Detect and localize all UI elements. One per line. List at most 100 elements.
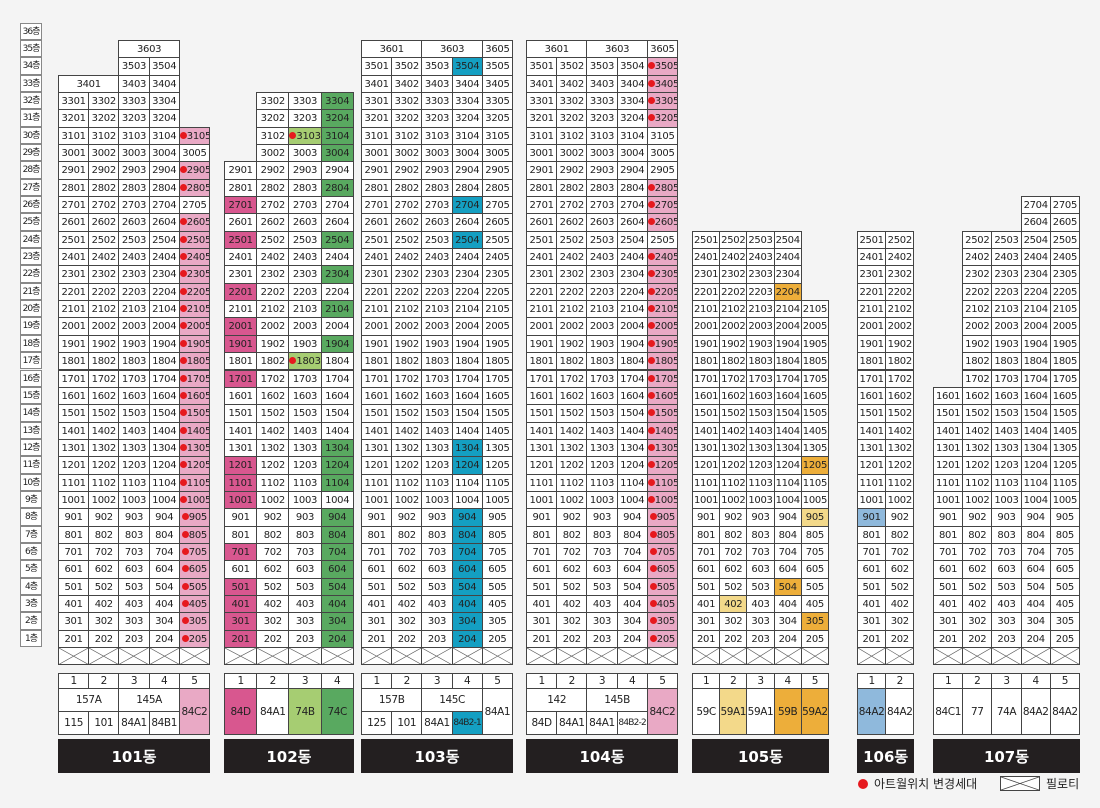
unit-cell: 1403 [746,421,775,440]
unit-cell: 1003 [288,490,322,510]
unit-number: 2101 [228,304,253,316]
unit-number: 2105 [1052,304,1078,316]
unit-cell: 902 [556,508,588,527]
unit-cell: 3404 [148,74,180,93]
unit-cell: 602 [256,560,290,579]
unit-cell: 1905 [646,334,678,354]
unit-number: 3502 [394,61,420,73]
unit-number: 902 [263,512,282,524]
unit-number: 1205 [1052,460,1078,472]
unit-number: 303 [592,616,612,628]
unit-cell: 1602 [556,386,588,406]
unit-number: 1901 [529,338,554,350]
unit-number: 1404 [455,425,480,437]
unit-cell: 2403 [746,248,775,267]
unit-number: 905 [1055,512,1074,524]
unit-number: 602 [968,564,987,576]
unit-number: 203 [295,633,315,645]
unit-cell: 405 [646,595,678,614]
floor-label: 27층 [20,178,42,196]
unit-number: 1004 [775,494,801,506]
unit-cell: 2802 [256,178,290,197]
unit-number: 3401 [364,78,389,90]
unit-cell: 1005 [481,490,513,510]
unit-number: 1005 [654,494,678,506]
unit-cell: 2302 [885,265,915,284]
unit-cell: 2003 [991,317,1022,336]
unit-cell: 403 [991,595,1022,614]
unit-number: 403 [751,599,770,611]
red-dot-icon [179,218,187,226]
unit-cell: 3203 [586,109,618,128]
unit-cell: 803 [118,525,150,544]
unit-cell: 901 [58,508,90,527]
unit-cell: 2805 [481,178,513,197]
line-number: 1 [58,673,90,689]
unit-number: 2602 [559,217,585,229]
unit-number: 2003 [589,321,615,333]
unit-cell: 1905 [178,334,210,354]
unit-cell: 1004 [773,490,802,510]
unit-number: 802 [968,529,987,541]
unit-cell: 303 [421,612,453,631]
unit-number: 201 [64,633,83,645]
unit-type-cell: 142 [526,688,588,712]
unit-cell: 1605 [1049,386,1080,406]
red-dot-icon [179,426,187,434]
piloti-cell [962,646,993,665]
red-dot-icon [181,565,189,573]
piloti-cell [178,646,210,665]
unit-cell: 2803 [288,178,322,197]
line-number: 2 [556,673,588,689]
unit-number: 2902 [260,165,286,177]
unit-number: 3002 [91,147,117,159]
unit-number: 401 [697,599,716,611]
unit-cell: 404 [148,595,180,614]
unit-number: 2702 [91,200,117,211]
unit-cell: 1401 [857,421,887,440]
unit-number: 1503 [748,408,773,420]
unit-cell: 705 [800,543,829,562]
unit-cell: 1401 [933,421,964,440]
unit-number: 2904 [325,165,350,177]
unit-number: 1201 [364,460,389,472]
unit-number: 602 [94,564,113,576]
unit-cell: 305 [1049,612,1080,631]
unit-cell: 604 [616,560,648,579]
unit-cell: 1301 [58,438,90,458]
line-number: 5 [1049,673,1080,689]
unit-cell: 2305 [481,265,513,284]
unit-cell: 1005 [646,490,678,510]
unit-number: 1805 [802,356,828,368]
unit-number: 2103 [121,304,147,316]
unit-number: 3001 [364,147,389,159]
unit-number: 1701 [693,373,719,385]
unit-cell: 505 [481,577,513,597]
unit-number: 1005 [802,494,828,506]
unit-cell: 604 [451,560,483,579]
unit-number: 1003 [748,494,773,506]
unit-cell: 2303 [586,265,618,284]
unit-number: 2903 [121,165,147,177]
red-dot-icon [289,357,297,365]
unit-number: 604 [778,564,797,576]
unit-number: 905 [805,512,824,524]
unit-cell: 901 [526,508,558,527]
unit-cell: 701 [58,543,90,562]
unit-number: 1505 [485,408,510,420]
unit-cell: 304 [1020,612,1051,631]
unit-cell: 2603 [421,213,453,232]
unit-number: 1602 [965,390,990,402]
unit-number: 905 [488,512,507,524]
unit-cell: 2704 [451,196,483,215]
unit-number: 3101 [529,130,554,142]
unit-cell: 3401 [361,74,393,93]
unit-number: 3503 [424,61,450,73]
unit-number: 1203 [121,460,147,472]
unit-number: 702 [562,547,581,558]
unit-cell: 702 [391,543,423,562]
piloti-cell [885,646,915,665]
unit-number: 1902 [559,338,585,350]
unit-cell: 2401 [526,248,558,267]
unit-cell: 503 [991,577,1022,597]
